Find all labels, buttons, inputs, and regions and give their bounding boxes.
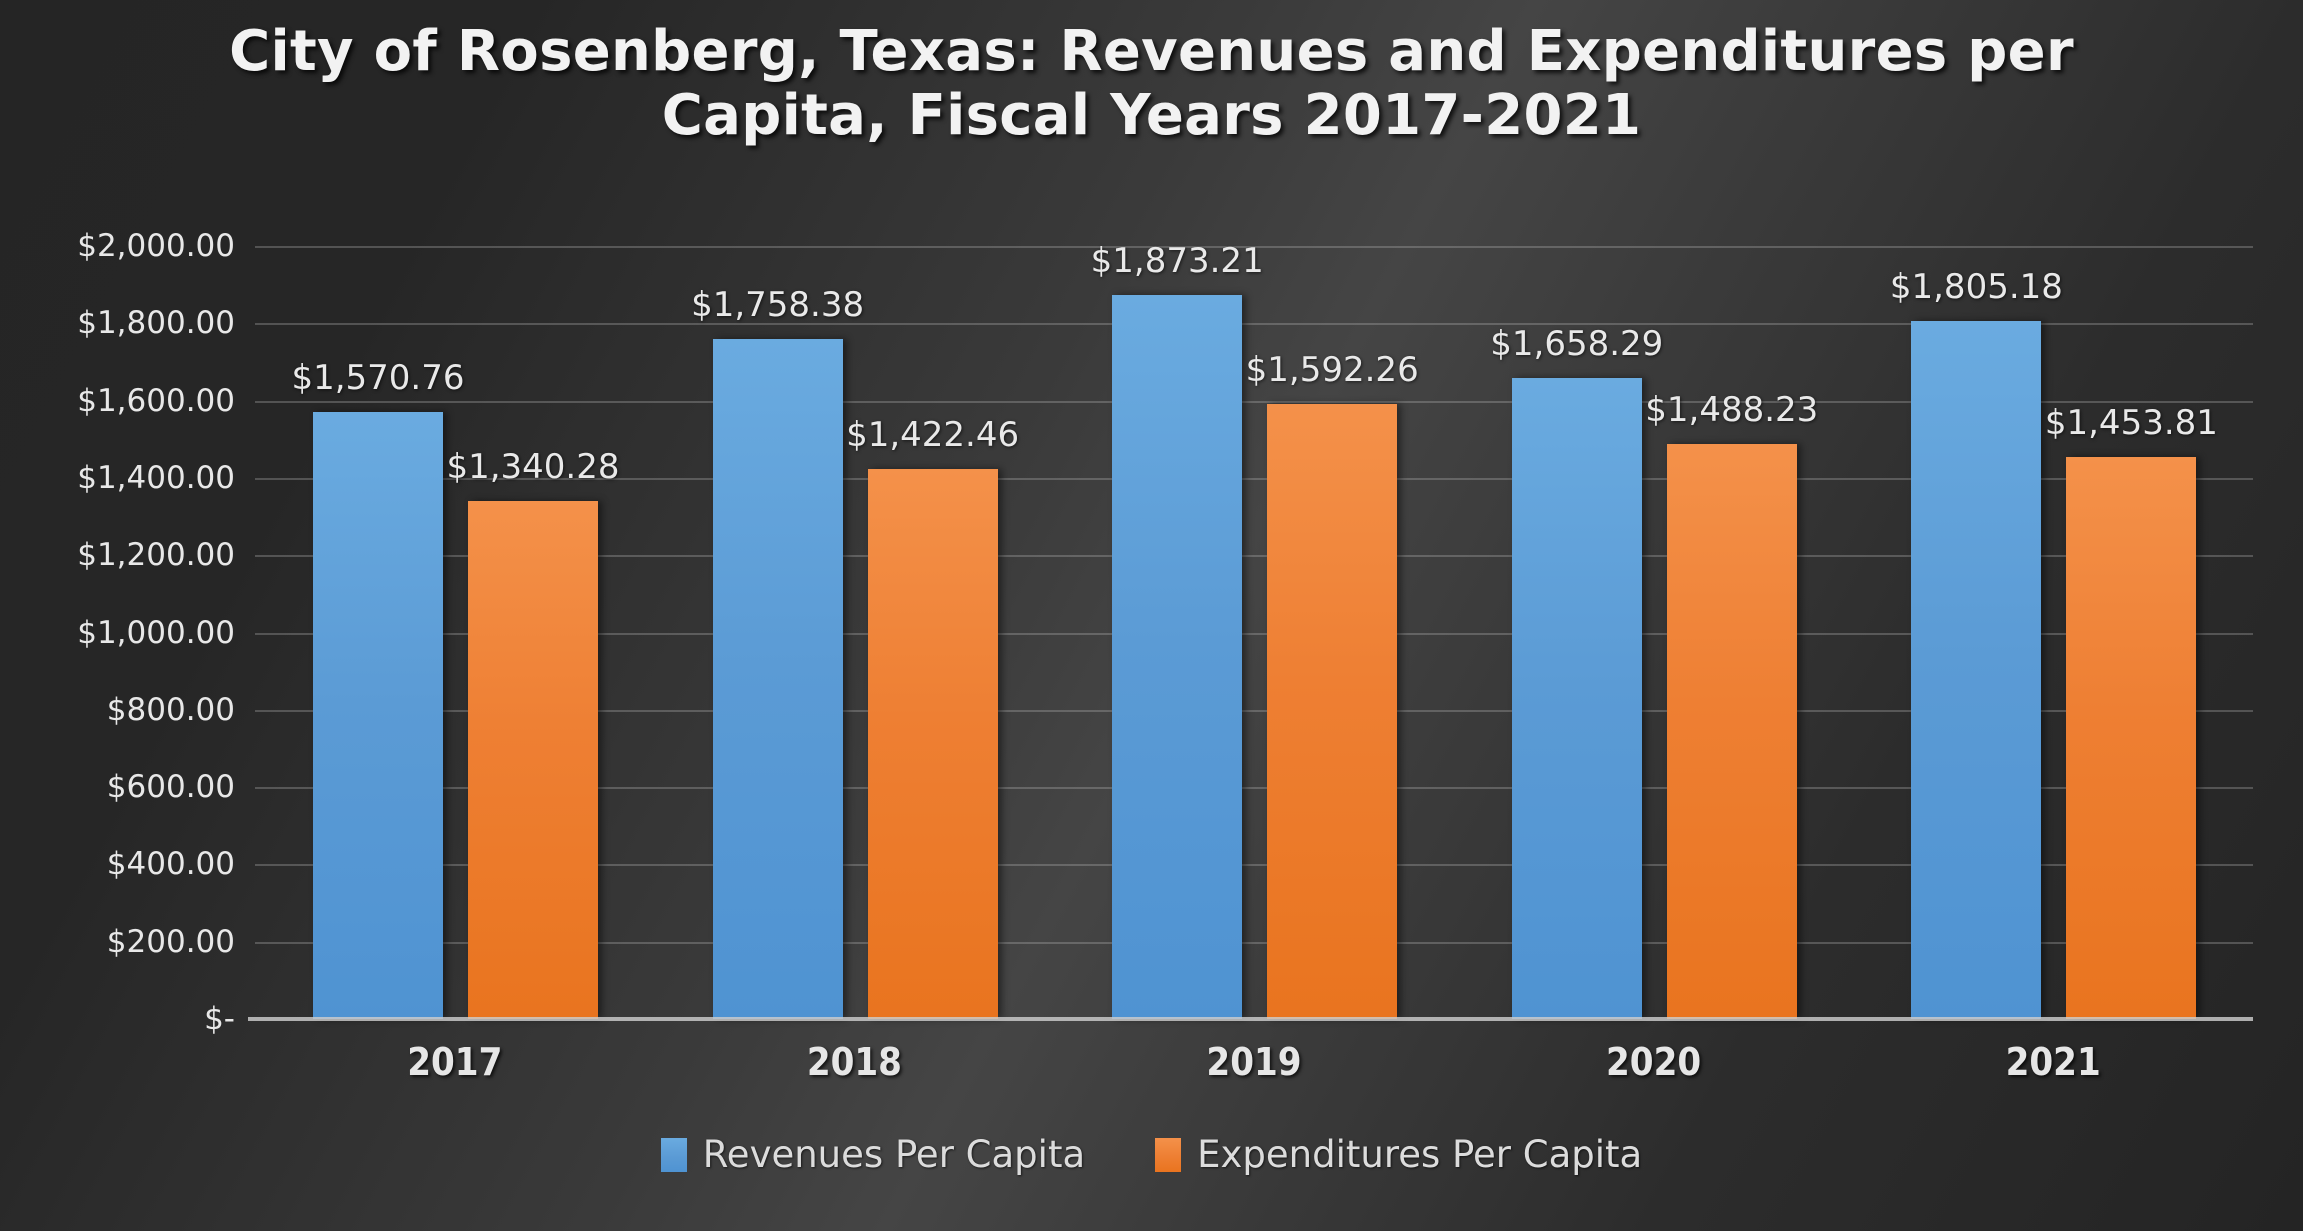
legend-swatch-icon [660, 1137, 687, 1172]
plot-area: $1,570.76 $1,340.28 $1,758.38 $1,422.46 $1,8… [255, 241, 2253, 1019]
y-axis-tick: $1,000.00 [77, 614, 235, 651]
bar-expenditures-2019[interactable] [1267, 403, 1398, 1019]
bar-expenditures-2020[interactable] [1666, 443, 1797, 1019]
gridline [255, 787, 2253, 790]
chart-legend: Revenues Per Capita Expenditures Per Capi… [0, 1133, 2303, 1176]
bar-revenues-2018[interactable] [712, 339, 843, 1019]
bar-revenues-2020[interactable] [1511, 378, 1642, 1019]
bar-revenues-2019[interactable] [1112, 295, 1243, 1019]
gridline [255, 555, 2253, 558]
bar-expenditures-2021[interactable] [2066, 457, 2197, 1019]
y-axis-tick: $2,000.00 [77, 228, 235, 264]
y-axis-tick: $400.00 [106, 846, 235, 883]
x-axis-tick-2017: 2017 [407, 1040, 503, 1084]
bar-value-label: $1,422.46 [846, 415, 1020, 456]
legend-item-revenues[interactable]: Revenues Per Capita [660, 1133, 1086, 1176]
y-axis-tick: $200.00 [106, 923, 235, 960]
bar-value-label: $1,758.38 [691, 285, 865, 326]
bar-expenditures-2017[interactable] [468, 500, 598, 1019]
bar-value-label: $1,570.76 [291, 357, 465, 398]
gridline [255, 632, 2253, 635]
bar-group: $1,658.29 $1,488.23 [1454, 246, 1854, 1019]
gridline [255, 323, 2253, 326]
bar-group: $1,805.18 $1,453.81 [1853, 246, 2253, 1019]
y-axis-tick: $1,400.00 [77, 459, 235, 496]
y-axis-tick: $- [204, 1001, 235, 1037]
x-axis-tick-2019: 2019 [1206, 1040, 1302, 1084]
gridline [255, 400, 2253, 403]
y-axis-tick: $1,600.00 [77, 382, 235, 419]
bar-value-label: $1,592.26 [1245, 349, 1419, 390]
bar-value-label: $1,873.21 [1090, 241, 1264, 282]
y-axis-tick: $1,800.00 [77, 305, 235, 342]
bar-group: $1,873.21 $1,592.26 [1054, 241, 1454, 1019]
bar-revenues-2021[interactable] [1911, 321, 2042, 1019]
gridline [255, 709, 2253, 712]
bar-group: $1,758.38 $1,422.46 [655, 246, 1055, 1019]
bar-value-label: $1,488.23 [1645, 389, 1819, 430]
bar-group: $1,570.76 $1,340.28 [255, 246, 655, 1019]
bar-revenues-2017[interactable] [313, 411, 443, 1019]
gridline [255, 477, 2253, 480]
y-axis-tick: $800.00 [106, 691, 235, 728]
bar-value-label: $1,340.28 [446, 446, 620, 487]
gridline [255, 941, 2253, 944]
y-axis-tick: $600.00 [106, 769, 235, 806]
x-axis-tick-2018: 2018 [806, 1040, 902, 1084]
x-axis-tick-2021: 2021 [2005, 1040, 2101, 1084]
x-axis-tick-2020: 2020 [1606, 1040, 1702, 1084]
legend-label: Expenditures Per Capita [1197, 1133, 1643, 1176]
gridline [255, 246, 2253, 248]
legend-swatch-icon [1155, 1137, 1182, 1172]
bar-value-label: $1,658.29 [1490, 324, 1664, 365]
x-axis-line [248, 1017, 2253, 1021]
gridline [255, 864, 2253, 867]
bar-value-label: $1,805.18 [1889, 267, 2063, 308]
chart-title: City of Rosenberg, Texas: Revenues and E… [229, 19, 2074, 149]
bar-expenditures-2018[interactable] [867, 469, 998, 1019]
legend-label: Revenues Per Capita [702, 1133, 1086, 1176]
bar-value-label: $1,453.81 [2044, 403, 2218, 444]
y-axis-tick-labels: $- $200.00 $400.00 $600.00 $800.00 $1,000.00 $… [20, 228, 235, 1037]
y-axis-tick: $1,200.00 [77, 537, 235, 574]
legend-item-expenditures[interactable]: Expenditures Per Capita [1155, 1133, 1642, 1176]
